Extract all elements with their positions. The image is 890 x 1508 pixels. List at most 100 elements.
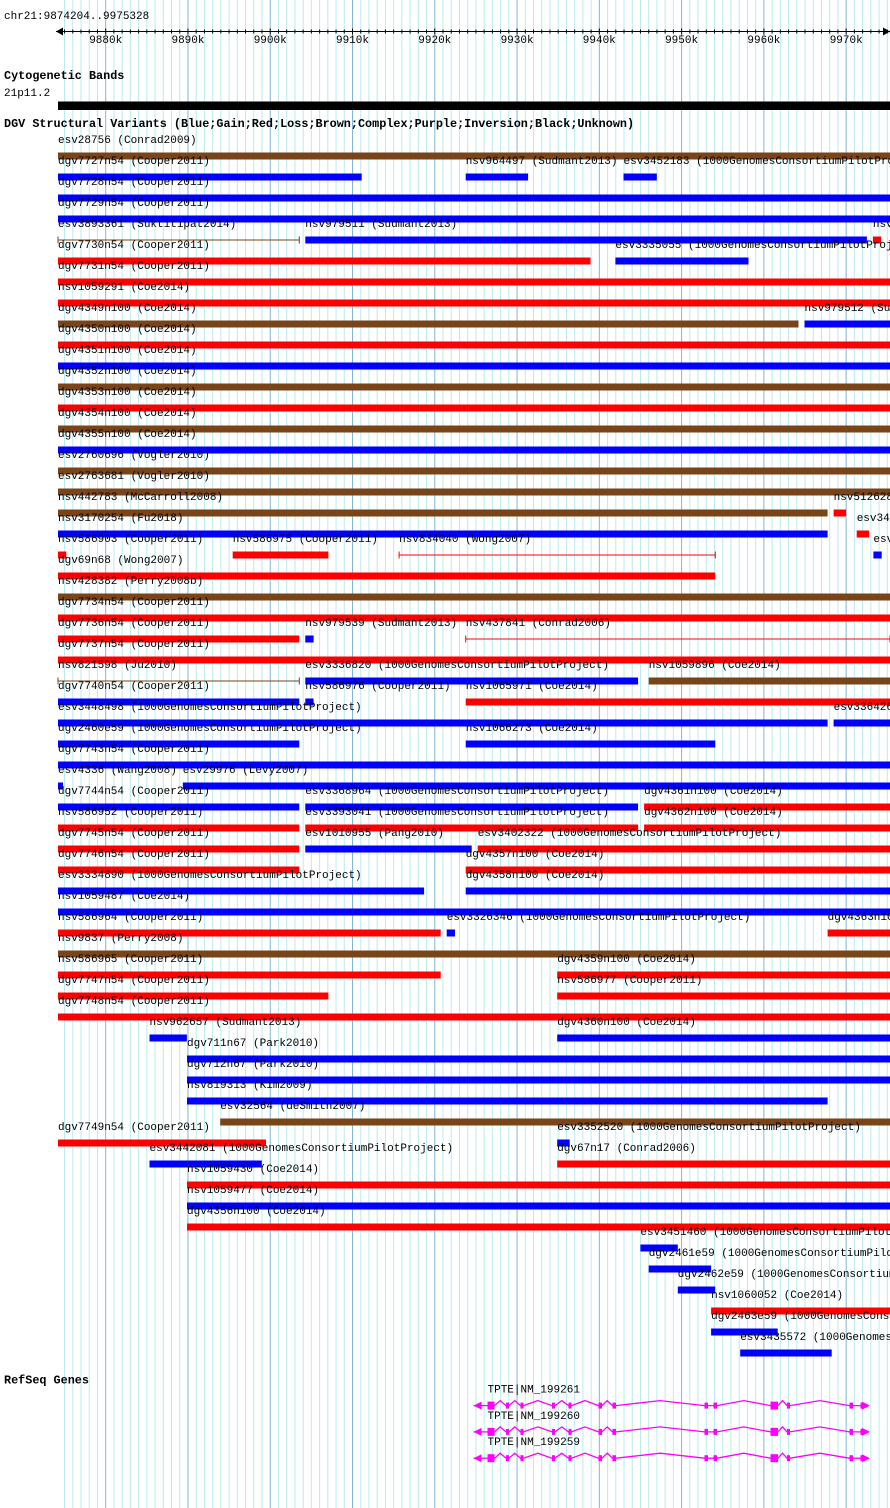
svg-text:dgv4355n100 (Coe2014): dgv4355n100 (Coe2014)	[58, 429, 197, 441]
svg-text:dgv4361n100 (Coe2014): dgv4361n100 (Coe2014)	[644, 786, 783, 798]
svg-text:esv3435572 (1000GenomesConsort: esv3435572 (1000GenomesConsortiumPilotPr…	[740, 1332, 890, 1344]
svg-text:RefSeq Genes: RefSeq Genes	[4, 1374, 89, 1388]
svg-text:nsv962657 (Sudmant2013): nsv962657 (Sudmant2013)	[150, 1017, 302, 1029]
svg-text:dgv7731n54 (Cooper2011): dgv7731n54 (Cooper2011)	[58, 261, 210, 273]
svg-text:21p11.2: 21p11.2	[4, 88, 50, 100]
svg-text:nsv586952 (Cooper2011): nsv586952 (Cooper2011)	[58, 807, 203, 819]
svg-text:nsv979512 (Sudmant2013): nsv979512 (Sudmant2013)	[805, 303, 890, 315]
svg-text:esv3449690 (1000GenomesConsort: esv3449690 (1000GenomesConsortiumPilotPr…	[857, 513, 890, 525]
svg-text:dgv4349n100 (Coe2014): dgv4349n100 (Coe2014)	[58, 303, 197, 315]
svg-text:dgv7734n54 (Cooper2011): dgv7734n54 (Cooper2011)	[58, 597, 210, 609]
svg-text:nsv586977 (Cooper2011): nsv586977 (Cooper2011)	[557, 975, 702, 987]
svg-text:nsv437841 (Conrad2006): nsv437841 (Conrad2006)	[466, 618, 611, 630]
svg-text:nsv586975 (Cooper2011): nsv586975 (Cooper2011)	[233, 534, 378, 546]
svg-text:dgv711n67 (Park2010): dgv711n67 (Park2010)	[187, 1038, 319, 1050]
svg-text:esv3402322 (1000GenomesConsort: esv3402322 (1000GenomesConsortiumPilotPr…	[478, 828, 782, 840]
svg-text:esv2760696 (Vogler2010): esv2760696 (Vogler2010)	[58, 450, 210, 462]
svg-text:dgv4354n100 (Coe2014): dgv4354n100 (Coe2014)	[58, 408, 197, 420]
svg-text:9900k: 9900k	[254, 35, 287, 47]
svg-text:dgv4359n100 (Coe2014): dgv4359n100 (Coe2014)	[557, 954, 696, 966]
svg-text:nsv442783 (McCarroll2008): nsv442783 (McCarroll2008)	[58, 492, 223, 504]
svg-text:9890k: 9890k	[171, 35, 204, 47]
svg-text:nsv512628 (Arlt2010): nsv512628 (Arlt2010)	[834, 492, 890, 504]
svg-text:nsv1065971 (Coe2014): nsv1065971 (Coe2014)	[466, 681, 598, 693]
svg-text:esv3442081 (1000GenomesConsort: esv3442081 (1000GenomesConsortiumPilotPr…	[150, 1143, 454, 1155]
svg-text:dgv4350n100 (Coe2014): dgv4350n100 (Coe2014)	[58, 324, 197, 336]
svg-text:nsv9837 (Perry2008): nsv9837 (Perry2008)	[58, 933, 183, 945]
svg-text:dgv7736n54 (Cooper2011): dgv7736n54 (Cooper2011)	[58, 618, 210, 630]
svg-text:nsv821598 (Ju2010): nsv821598 (Ju2010)	[58, 660, 177, 672]
svg-text:esv3336820 (1000GenomesConsort: esv3336820 (1000GenomesConsortiumPilotPr…	[305, 660, 609, 672]
svg-text:9970k: 9970k	[830, 35, 863, 47]
svg-text:esv4336 (Wang2008): esv4336 (Wang2008)	[58, 765, 177, 777]
svg-text:TPTE|NM_199259: TPTE|NM_199259	[488, 1437, 580, 1449]
svg-text:esv3893361 (Suktitipat2014): esv3893361 (Suktitipat2014)	[58, 219, 236, 231]
svg-text:esv3448498 (1000GenomesConsort: esv3448498 (1000GenomesConsortiumPilotPr…	[58, 702, 362, 714]
svg-text:nsv586903 (Cooper2011): nsv586903 (Cooper2011)	[58, 534, 203, 546]
svg-text:nsv428382 (Perry2008b): nsv428382 (Perry2008b)	[58, 576, 203, 588]
svg-text:dgv2460e59 (1000GenomesConsort: dgv2460e59 (1000GenomesConsortiumPilotPr…	[58, 723, 362, 735]
svg-text:nsv586964 (Cooper2011): nsv586964 (Cooper2011)	[58, 912, 203, 924]
svg-text:dgv4353n100 (Coe2014): dgv4353n100 (Coe2014)	[58, 387, 197, 399]
svg-text:dgv7737n54 (Cooper2011): dgv7737n54 (Cooper2011)	[58, 639, 210, 651]
svg-text:dgv7744n54 (Cooper2011): dgv7744n54 (Cooper2011)	[58, 786, 210, 798]
svg-text:dgv4362n100 (Coe2014): dgv4362n100 (Coe2014)	[644, 807, 783, 819]
svg-text:9940k: 9940k	[583, 35, 616, 47]
svg-text:dgv4363n100 (Coe2014): dgv4363n100 (Coe2014)	[828, 912, 890, 924]
svg-text:9920k: 9920k	[418, 35, 451, 47]
svg-text:dgv7728n54 (Cooper2011): dgv7728n54 (Cooper2011)	[58, 177, 210, 189]
svg-text:esv3368964 (1000GenomesConsort: esv3368964 (1000GenomesConsortiumPilotPr…	[305, 786, 609, 798]
svg-text:nsv1059487 (Coe2014): nsv1059487 (Coe2014)	[58, 891, 190, 903]
svg-text:nsv1066273 (Coe2014): nsv1066273 (Coe2014)	[466, 723, 598, 735]
svg-text:dgv7743n54 (Cooper2011): dgv7743n54 (Cooper2011)	[58, 744, 210, 756]
svg-text:esv2763681 (Vogler2010): esv2763681 (Vogler2010)	[58, 471, 210, 483]
svg-text:esv3334890 (1000GenomesConsort: esv3334890 (1000GenomesConsortiumPilotPr…	[58, 870, 362, 882]
svg-text:9910k: 9910k	[336, 35, 369, 47]
svg-text:esv1010955 (Pang2010): esv1010955 (Pang2010)	[305, 828, 444, 840]
svg-text:nsv436336 (Korbel2007): nsv436336 (Korbel2007)	[873, 219, 890, 231]
svg-text:dgv7730n54 (Cooper2011): dgv7730n54 (Cooper2011)	[58, 240, 210, 252]
svg-text:esv3393041 (1000GenomesConsort: esv3393041 (1000GenomesConsortiumPilotPr…	[305, 807, 609, 819]
svg-text:dgv7747n54 (Cooper2011): dgv7747n54 (Cooper2011)	[58, 975, 210, 987]
svg-text:nsv1060052 (Coe2014): nsv1060052 (Coe2014)	[711, 1290, 843, 1302]
svg-text:nsv819313 (Kim2009): nsv819313 (Kim2009)	[187, 1080, 312, 1092]
svg-text:nsv1059291 (Coe2014): nsv1059291 (Coe2014)	[58, 282, 190, 294]
svg-text:esv3326346 (1000GenomesConsort: esv3326346 (1000GenomesConsortiumPilotPr…	[447, 912, 751, 924]
svg-text:nsv586965 (Cooper2011): nsv586965 (Cooper2011)	[58, 954, 203, 966]
svg-text:dgv4357n100 (Coe2014): dgv4357n100 (Coe2014)	[466, 849, 605, 861]
svg-text:esv29976 (Levy2007): esv29976 (Levy2007)	[183, 765, 308, 777]
svg-text:dgv69n68 (Wong2007): dgv69n68 (Wong2007)	[58, 555, 183, 567]
svg-text:dgv7748n54 (Cooper2011): dgv7748n54 (Cooper2011)	[58, 996, 210, 1008]
svg-text:esv32564 (deSmith2007): esv32564 (deSmith2007)	[220, 1101, 365, 1113]
svg-text:dgv7746n54 (Cooper2011): dgv7746n54 (Cooper2011)	[58, 849, 210, 861]
svg-text:dgv4351n100 (Coe2014): dgv4351n100 (Coe2014)	[58, 345, 197, 357]
svg-text:nsv1059896 (Coe2014): nsv1059896 (Coe2014)	[649, 660, 781, 672]
svg-text:dgv7749n54 (Cooper2011): dgv7749n54 (Cooper2011)	[58, 1122, 210, 1134]
svg-text:esv3430946 (1000GenomesConsort: esv3430946 (1000GenomesConsortiumPilotPr…	[873, 534, 890, 546]
svg-text:esv3335055 (1000GenomesConsort: esv3335055 (1000GenomesConsortiumPilotPr…	[615, 240, 890, 252]
svg-text:dgv7740n54 (Cooper2011): dgv7740n54 (Cooper2011)	[58, 681, 210, 693]
svg-text:dgv712n67 (Park2010): dgv712n67 (Park2010)	[187, 1059, 319, 1071]
svg-text:nsv3170254 (Fu2018): nsv3170254 (Fu2018)	[58, 513, 183, 525]
svg-text:dgv7745n54 (Cooper2011): dgv7745n54 (Cooper2011)	[58, 828, 210, 840]
svg-text:dgv7727n54 (Cooper2011): dgv7727n54 (Cooper2011)	[58, 156, 210, 168]
svg-text:nsv964497 (Sudmant2013): nsv964497 (Sudmant2013)	[466, 156, 618, 168]
svg-text:dgv4358n100 (Coe2014): dgv4358n100 (Coe2014)	[466, 870, 605, 882]
svg-text:dgv4356n100 (Coe2014): dgv4356n100 (Coe2014)	[187, 1206, 326, 1218]
svg-text:9880k: 9880k	[89, 35, 122, 47]
svg-text:nsv586976 (Cooper2011): nsv586976 (Cooper2011)	[305, 681, 450, 693]
svg-text:dgv2462e59 (1000GenomesConsort: dgv2462e59 (1000GenomesConsortiumPilotPr…	[678, 1269, 890, 1281]
svg-text:TPTE|NM_199261: TPTE|NM_199261	[488, 1385, 581, 1397]
svg-text:nsv834040 (Wong2007): nsv834040 (Wong2007)	[399, 534, 531, 546]
svg-text:dgv4352n100 (Coe2014): dgv4352n100 (Coe2014)	[58, 366, 197, 378]
svg-text:esv3452183 (1000GenomesConsort: esv3452183 (1000GenomesConsortiumPilotPr…	[624, 156, 890, 168]
svg-text:nsv979511 (Sudmant2013): nsv979511 (Sudmant2013)	[305, 219, 457, 231]
svg-text:dgv7729n54 (Cooper2011): dgv7729n54 (Cooper2011)	[58, 198, 210, 210]
svg-text:chr21:9874204..9975328: chr21:9874204..9975328	[4, 11, 149, 23]
svg-text:dgv4360n100 (Coe2014): dgv4360n100 (Coe2014)	[557, 1017, 696, 1029]
svg-text:dgv2461e59 (1000GenomesConsort: dgv2461e59 (1000GenomesConsortiumPilotPr…	[649, 1248, 890, 1260]
svg-text:9950k: 9950k	[665, 35, 698, 47]
svg-text:esv3451460 (1000GenomesConsort: esv3451460 (1000GenomesConsortiumPilotPr…	[640, 1227, 890, 1239]
svg-text:nsv979539 (Sudmant2013): nsv979539 (Sudmant2013)	[305, 618, 457, 630]
svg-text:9960k: 9960k	[747, 35, 780, 47]
